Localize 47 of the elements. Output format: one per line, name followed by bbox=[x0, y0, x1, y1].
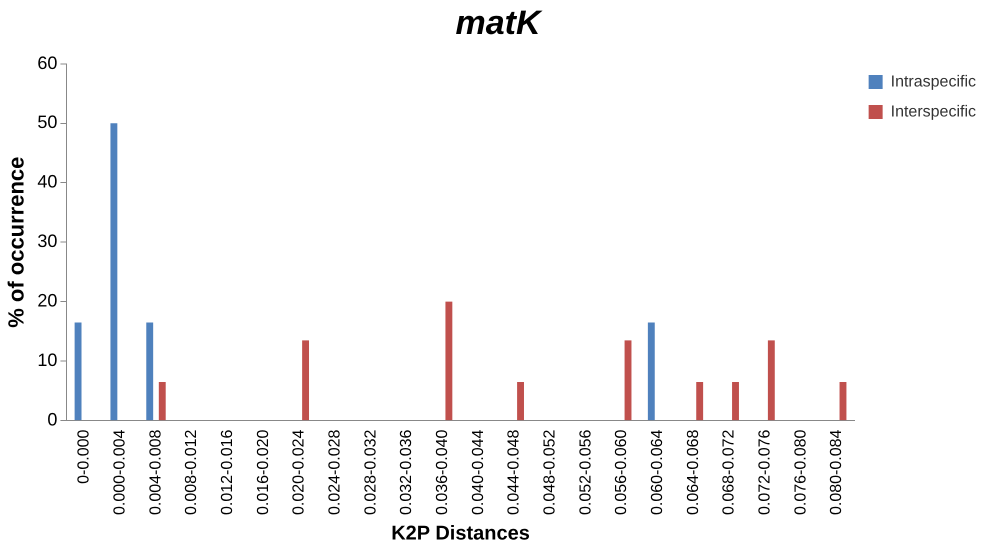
bar bbox=[146, 322, 154, 420]
bar bbox=[158, 382, 166, 420]
bar bbox=[732, 382, 739, 420]
legend-label: Intraspecific bbox=[890, 73, 976, 90]
x-tick-label: 0.020-0.024 bbox=[290, 429, 308, 515]
bar bbox=[517, 382, 524, 420]
x-tick-label: 0.016-0.020 bbox=[254, 429, 272, 515]
bar bbox=[648, 322, 655, 420]
chart-title: matK bbox=[454, 4, 544, 43]
y-tick-label: 30 bbox=[37, 231, 58, 252]
bar bbox=[110, 123, 118, 420]
x-tick-label: 0.036-0.040 bbox=[434, 429, 452, 515]
x-tick-label: 0.000-0.004 bbox=[112, 429, 129, 515]
bar bbox=[840, 382, 846, 420]
x-tick-label: 0.052-0.056 bbox=[577, 429, 594, 515]
y-axis-title: % of occurrence bbox=[3, 156, 28, 328]
bar bbox=[696, 382, 704, 420]
y-tick-label: 20 bbox=[37, 290, 58, 311]
x-tick-label: 0.056-0.060 bbox=[613, 429, 630, 515]
y-tick-label: 60 bbox=[37, 52, 58, 73]
x-tick-label: 0.064-0.068 bbox=[684, 429, 702, 515]
bar bbox=[302, 340, 310, 420]
x-tick-label: 0.044-0.048 bbox=[506, 429, 523, 515]
x-tick-label: 0.072-0.076 bbox=[756, 429, 774, 515]
bar bbox=[445, 302, 452, 420]
x-tick-label: 0.024-0.028 bbox=[326, 429, 344, 515]
x-tick-label: 0.012-0.016 bbox=[219, 429, 236, 515]
y-tick-label: 10 bbox=[37, 350, 58, 370]
x-tick-label: 0.060-0.064 bbox=[648, 429, 666, 515]
x-tick-label: 0.004-0.008 bbox=[147, 429, 164, 515]
x-axis-title: K2P Distances bbox=[391, 522, 530, 545]
y-tick-label: 50 bbox=[37, 112, 58, 132]
x-tick-label: 0.008-0.012 bbox=[183, 429, 200, 515]
x-tick-label: 0.080-0.084 bbox=[828, 429, 846, 515]
legend-label: Interspecific bbox=[890, 103, 976, 120]
bar bbox=[624, 340, 632, 420]
x-tick-label: 0.032-0.036 bbox=[398, 429, 416, 515]
y-tick-label: 40 bbox=[37, 172, 58, 192]
bar bbox=[74, 322, 82, 420]
x-tick-label: 0.068-0.072 bbox=[720, 429, 738, 515]
x-tick-label: 0.048-0.052 bbox=[542, 429, 559, 515]
y-tick-label: 0 bbox=[47, 410, 58, 430]
x-tick-label: 0-0.000 bbox=[76, 429, 93, 484]
x-tick-label: 0.040-0.044 bbox=[470, 429, 487, 515]
x-tick-label: 0.028-0.032 bbox=[362, 429, 380, 515]
bar bbox=[768, 340, 775, 420]
x-tick-label: 0.076-0.080 bbox=[792, 429, 810, 515]
